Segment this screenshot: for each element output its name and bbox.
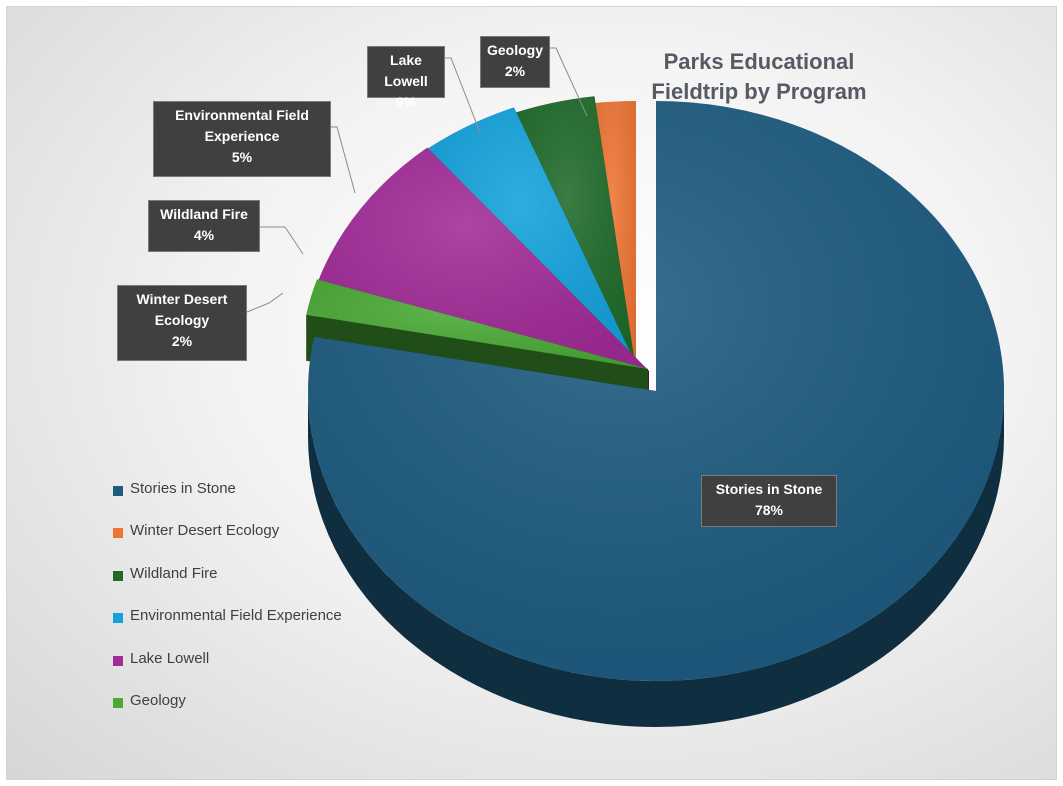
pie-chart bbox=[246, 47, 1005, 727]
data-label-lake-lowell: Lake Lowell 9% bbox=[367, 46, 445, 110]
legend-label: Geology bbox=[130, 691, 186, 709]
data-label-value: 2% bbox=[171, 333, 193, 349]
data-label-environmental-field-experience: Environmental Field Experience 5% bbox=[153, 101, 331, 177]
data-label-value: 5% bbox=[231, 149, 253, 165]
legend-label: Lake Lowell bbox=[130, 649, 210, 667]
legend-label: Wildland Fire bbox=[130, 564, 218, 582]
legend-swatch bbox=[113, 697, 123, 708]
data-label-stories-in-stone: Stories in Stone 78% bbox=[701, 475, 837, 527]
data-label-category: Winter Desert Ecology bbox=[136, 291, 228, 328]
leader-line-geology bbox=[550, 47, 588, 117]
data-label-wildland-fire: Wildland Fire 4% bbox=[148, 200, 260, 252]
legend-swatch bbox=[113, 486, 123, 496]
data-label-category: Wildland Fire bbox=[160, 206, 248, 222]
legend-swatch bbox=[113, 655, 123, 666]
data-label-winter-desert-ecology: Winter Desert Ecology 2% bbox=[117, 285, 247, 361]
legend-swatch bbox=[113, 528, 123, 539]
legend-label: Winter Desert Ecology bbox=[130, 522, 280, 540]
data-label-category: Lake Lowell bbox=[384, 52, 428, 89]
data-label-value: 9% bbox=[395, 94, 417, 110]
legend-swatch bbox=[113, 613, 123, 624]
data-label-value: 2% bbox=[504, 63, 526, 79]
data-label-value: 78% bbox=[754, 502, 784, 518]
leader-line-wildland-fire bbox=[260, 226, 304, 255]
leader-line-lake-lowell bbox=[445, 57, 482, 136]
data-label-geology: Geology 2% bbox=[480, 36, 550, 88]
legend-label: Environmental Field Experience bbox=[130, 607, 342, 625]
chart-title: Parks Educational Fieldtrip by Program bbox=[651, 49, 867, 104]
data-label-value: 4% bbox=[193, 227, 215, 243]
data-label-category: Environmental Field Experience bbox=[175, 107, 309, 144]
pie-slice-stories-in-stone bbox=[308, 100, 1005, 727]
data-label-category: Geology bbox=[486, 42, 543, 58]
leader-line-winter-desert-ecology bbox=[246, 292, 284, 313]
leader-line-environmental-field-experience bbox=[331, 126, 356, 194]
data-label-category: Stories in Stone bbox=[715, 481, 823, 497]
legend-label: Stories in Stone bbox=[130, 480, 236, 497]
legend-swatch bbox=[113, 570, 123, 581]
chart-area: Parks Educational Fieldtrip by Program S… bbox=[6, 6, 1057, 780]
